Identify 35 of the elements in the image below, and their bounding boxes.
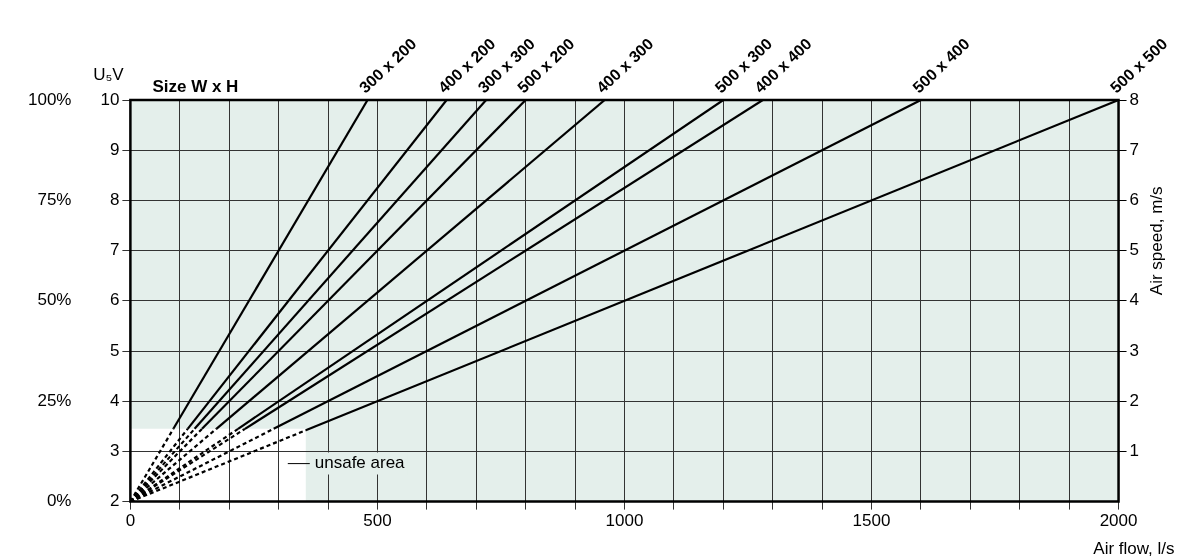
annotation: unsafe area — [314, 453, 406, 473]
y2-tick-label: 4 — [1129, 290, 1140, 310]
y2-tick-label: 7 — [1129, 139, 1140, 159]
y3-tick-label: 0% — [46, 491, 72, 511]
x-tick-label: 1500 — [852, 511, 891, 531]
y2-tick-label: 8 — [1129, 89, 1140, 109]
x-tick-label: 0 — [125, 511, 136, 531]
y-tick-label: 2 — [109, 491, 120, 511]
x-tick-label: 500 — [363, 511, 392, 531]
x-axis-title: Air flow, l/s — [1093, 538, 1175, 558]
y-tick-label: 10 — [100, 89, 120, 109]
y3-tick-label: 100% — [28, 89, 72, 109]
y3-tick-label: 25% — [37, 390, 72, 410]
x-tick-label: 1000 — [605, 511, 644, 531]
y-tick-label: 6 — [109, 290, 120, 310]
y2-tick-label: 1 — [1129, 441, 1140, 461]
text: 300 x 200 — [355, 35, 420, 97]
y2-tick-label: 3 — [1129, 340, 1140, 360]
y-tick-label: 8 — [109, 190, 120, 210]
y-tick-label: 3 — [109, 441, 120, 461]
y-tick-label: 4 — [109, 390, 120, 410]
y-tick-label: 9 — [109, 139, 120, 159]
text: 500 x 400 — [909, 35, 973, 97]
y2-tick-label: 6 — [1129, 190, 1140, 210]
y-tick-label: 5 — [109, 340, 120, 360]
legend-title: Size W x H — [152, 77, 239, 96]
y2-tick-label: 5 — [1129, 240, 1140, 260]
x-tick-label: 2000 — [1099, 511, 1138, 531]
y2-tick-label: 2 — [1129, 390, 1140, 410]
y-tick-label: 7 — [109, 240, 120, 260]
y3-tick-label: 75% — [37, 190, 72, 210]
text: 400 x 300 — [593, 35, 657, 97]
y-axis-title: U₅V — [93, 65, 125, 84]
y3-tick-label: 50% — [37, 290, 72, 310]
y2-axis-title: Air speed, m/s — [1147, 186, 1166, 296]
